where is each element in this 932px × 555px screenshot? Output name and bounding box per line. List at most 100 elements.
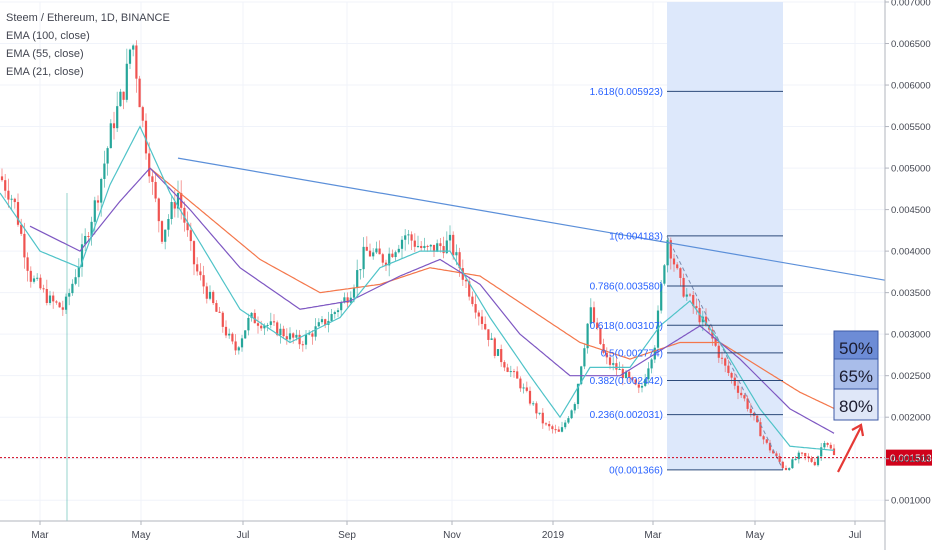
candle-body <box>541 412 544 424</box>
candle-body <box>589 307 592 324</box>
x-tick-label: Jul <box>849 530 862 541</box>
candle-body <box>103 163 106 180</box>
chart-title: Steem / Ethereum, 1D, BINANCE <box>6 12 170 24</box>
fib-level-label: 0.786(0.003580) <box>590 281 663 292</box>
candle-body <box>804 453 807 457</box>
candle-body <box>522 387 525 389</box>
candle-body <box>397 248 400 253</box>
candle-body <box>768 442 772 451</box>
candle-body <box>554 429 557 431</box>
indicator-ema100[interactable]: EMA (100, close) <box>6 30 90 42</box>
candle-body <box>208 291 212 299</box>
ema-lines <box>0 125 835 451</box>
candle-body <box>170 202 173 220</box>
candle-body <box>36 277 39 279</box>
y-tick-label: 0.002000 <box>891 413 931 424</box>
candle-body <box>298 334 301 345</box>
candle-body <box>192 241 196 265</box>
y-axis[interactable]: 0.001000 0.001500 0.002000 0.002500 0.003000… <box>884 0 931 550</box>
candle-body <box>106 148 109 164</box>
candle-body <box>445 240 448 254</box>
candle-body <box>791 459 794 469</box>
candle-body <box>244 330 247 339</box>
y-tick-label: 0.003500 <box>891 288 931 299</box>
candle-body <box>599 328 602 344</box>
candle-body <box>500 349 503 363</box>
candle-body <box>330 314 333 321</box>
candle-body <box>471 296 474 305</box>
candle-body <box>647 368 650 380</box>
candle-body <box>0 176 4 181</box>
y-tick-label: 0.001500 <box>891 454 931 465</box>
candle-body <box>381 254 384 263</box>
candle-body <box>13 198 16 203</box>
candle-body <box>132 45 135 50</box>
candle-body <box>279 328 282 336</box>
candle-body <box>800 452 804 454</box>
indicator-ema21[interactable]: EMA (21, close) <box>6 66 84 78</box>
candle-body <box>784 468 788 470</box>
candle-body <box>407 234 410 236</box>
candle-body <box>314 326 317 337</box>
annotation-box <box>833 330 879 363</box>
x-tick-label: Sep <box>338 530 356 541</box>
candle-body <box>832 448 836 455</box>
candle-body <box>557 429 560 432</box>
candle-body <box>778 456 781 462</box>
ema21-line <box>0 125 835 451</box>
candle-body <box>42 288 45 290</box>
candle-body <box>240 338 244 348</box>
candle-body <box>212 291 215 304</box>
trend-line-layer <box>177 157 886 281</box>
candle-body <box>295 334 298 338</box>
candle-body <box>250 312 253 318</box>
candle-body <box>688 294 692 296</box>
candle-body <box>247 317 250 331</box>
candle-body <box>368 250 372 257</box>
candle-body <box>282 328 285 337</box>
candle-body <box>772 450 775 454</box>
candle-body <box>516 371 519 379</box>
x-axis[interactable]: Mar May Jul Sep Nov 2019 Mar May Jul <box>0 520 885 541</box>
y-tick-label: 0.004000 <box>891 247 931 258</box>
candle-body <box>391 253 394 258</box>
annotation-label: 50% <box>839 339 873 358</box>
candle-body <box>567 418 570 423</box>
candle-body <box>359 269 362 271</box>
fib-level-label: 0.5(0.002774) <box>601 348 663 359</box>
candle-body <box>660 283 663 311</box>
candle-body <box>717 345 720 358</box>
candle-body <box>266 324 269 326</box>
candle-body <box>452 234 455 256</box>
annotation-label: 80% <box>839 397 873 416</box>
annotation-label: 65% <box>839 367 873 386</box>
candle-body <box>199 271 202 276</box>
fib-level-label: 1.618(0.005923) <box>590 87 663 98</box>
candle-body <box>160 221 164 242</box>
candle-body <box>564 422 567 428</box>
candle-body <box>196 264 199 272</box>
candle-body <box>116 106 119 129</box>
candle-body <box>826 442 829 445</box>
indicator-ema55[interactable]: EMA (55, close) <box>6 48 84 60</box>
candle-body <box>144 120 148 154</box>
candle-body <box>423 245 426 249</box>
candle-body <box>484 323 487 330</box>
candle-body <box>61 307 64 310</box>
candle-body <box>628 371 631 378</box>
candle-body <box>781 461 784 469</box>
candle-body <box>48 295 52 303</box>
candle-body <box>372 252 375 257</box>
candle-body <box>183 207 186 223</box>
candle-body <box>237 347 240 351</box>
candle-body <box>525 387 528 391</box>
candle-body <box>304 334 308 345</box>
candle-body <box>301 344 304 346</box>
candle-body <box>727 365 730 373</box>
candle-body <box>260 325 263 329</box>
candle-body <box>138 78 141 108</box>
candles <box>0 40 836 521</box>
y-tick-label: 0.007000 <box>891 0 931 9</box>
